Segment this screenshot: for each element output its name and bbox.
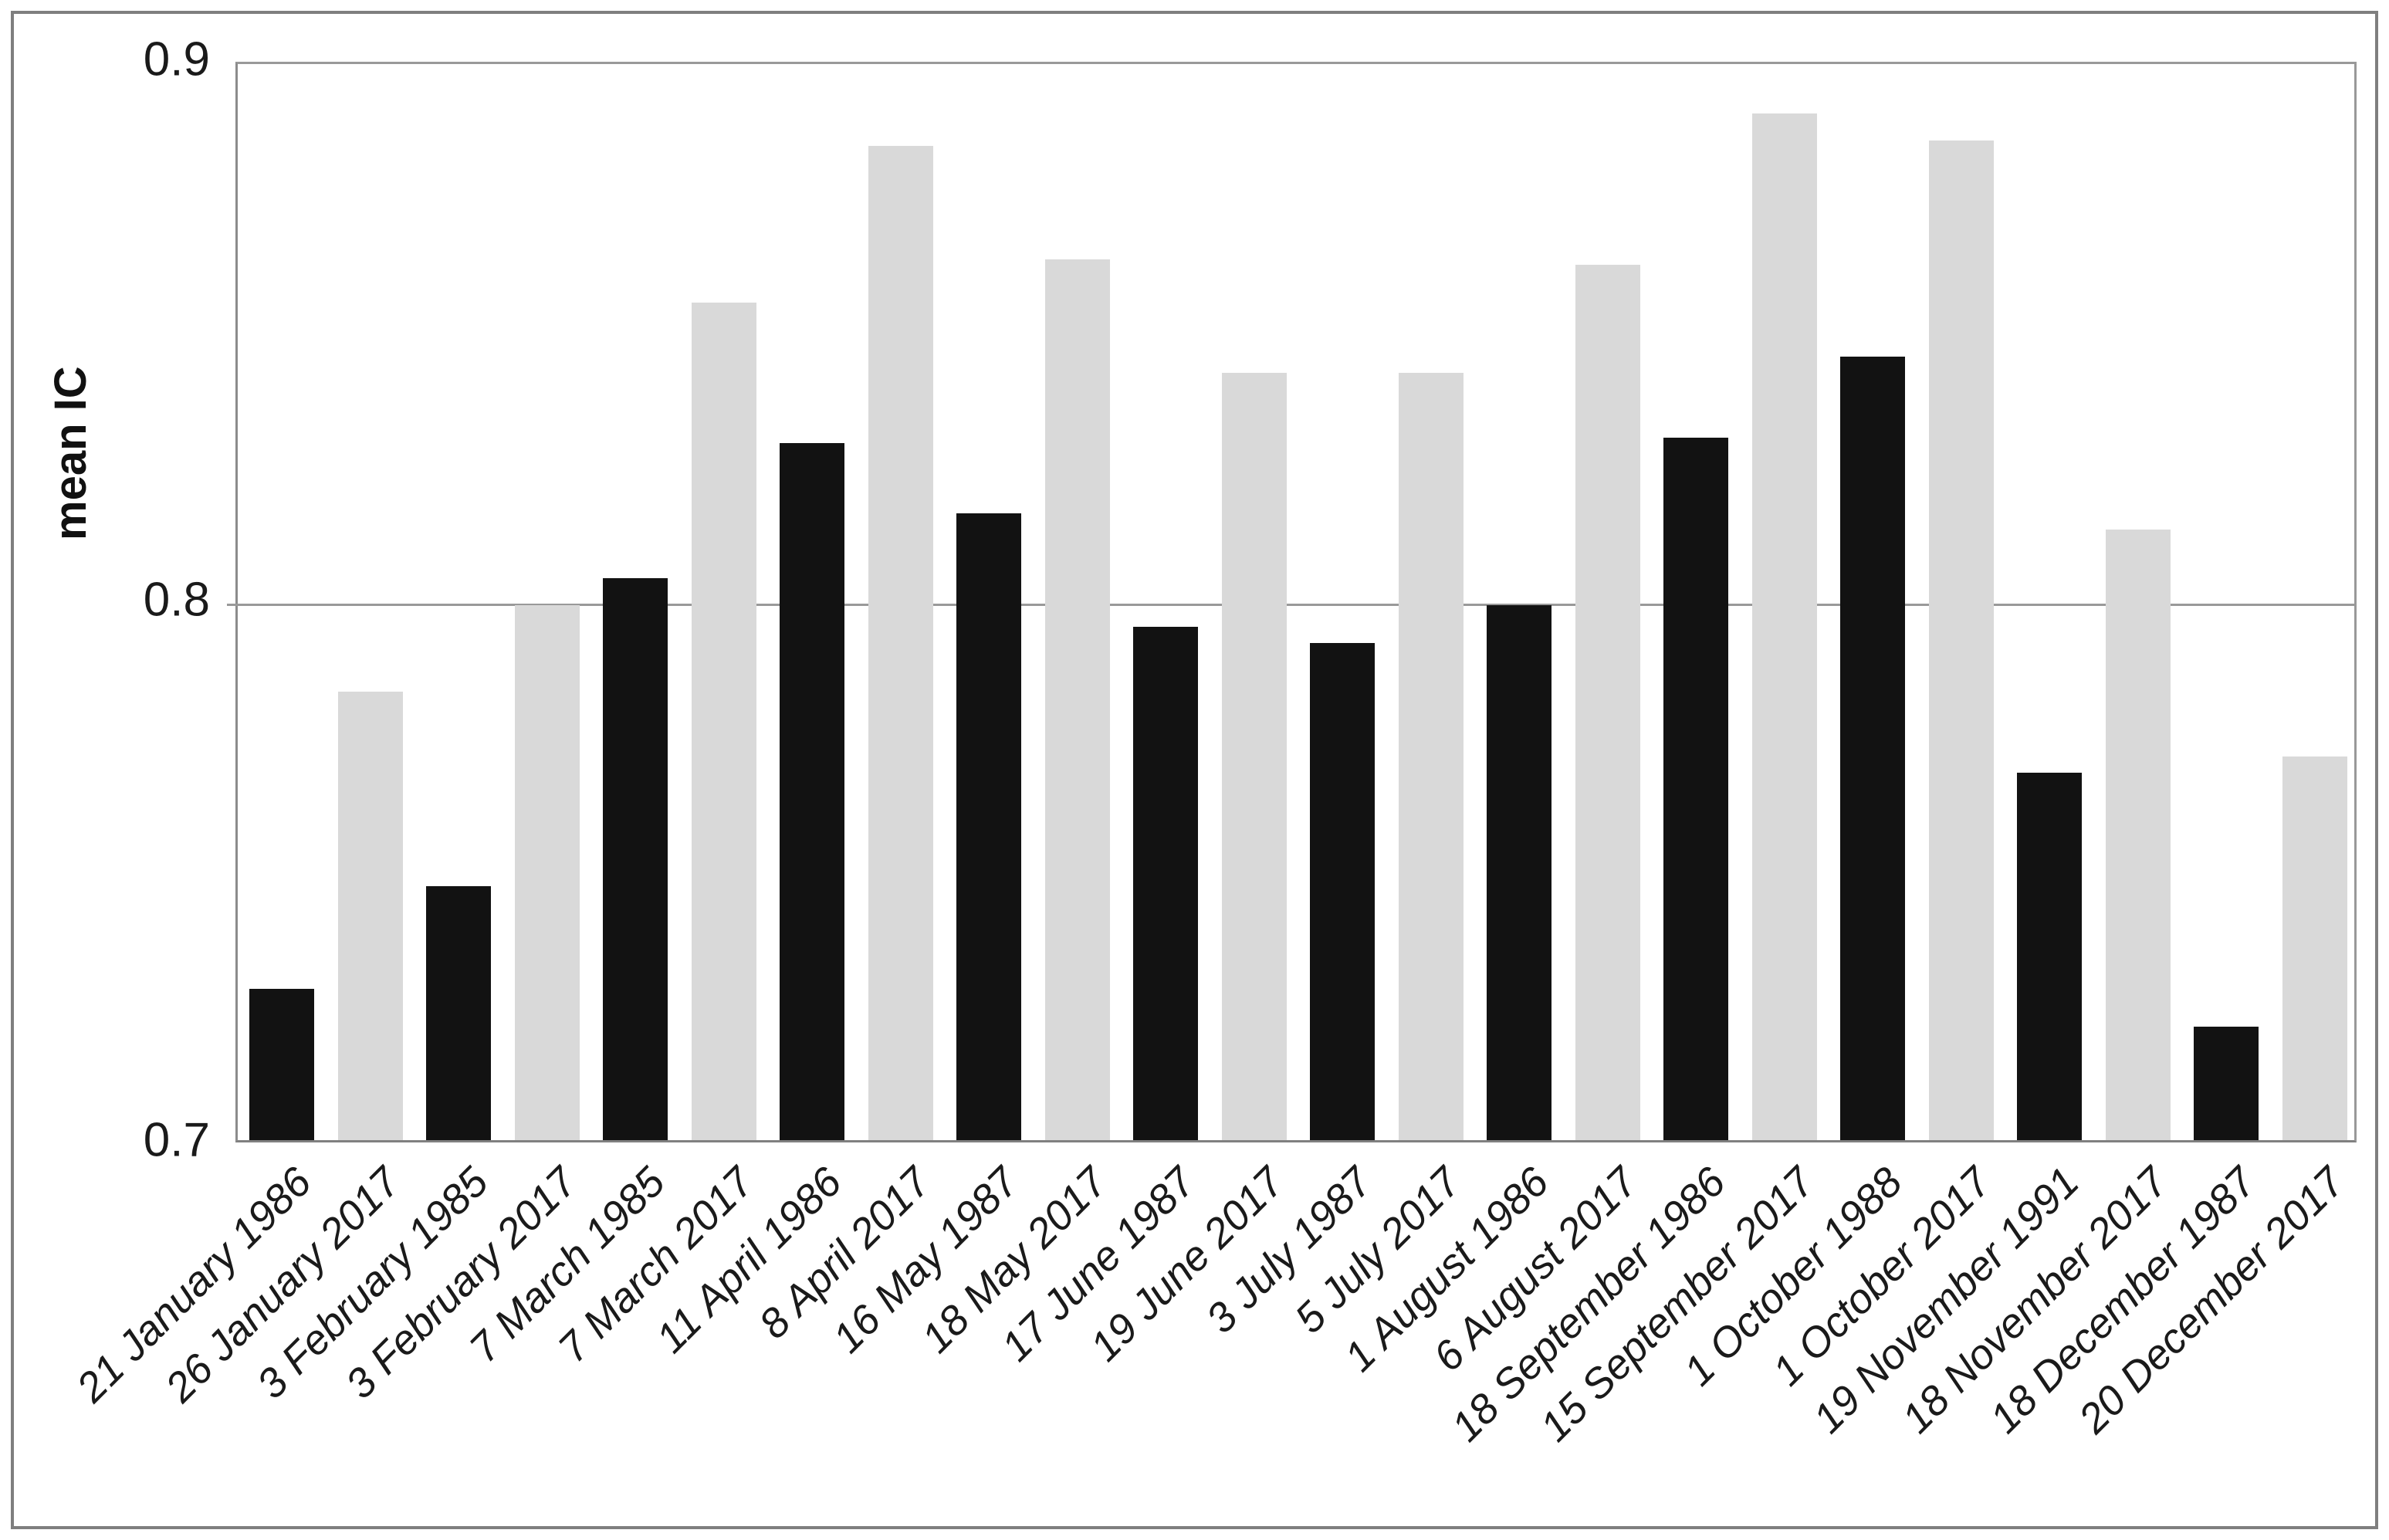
y-tick-0.8: 0.8 — [143, 573, 210, 627]
bar-17-june-1987 — [1133, 627, 1199, 1140]
gridline-0.8 — [227, 604, 2354, 606]
bar-18-december-1987 — [2194, 1027, 2259, 1140]
y-tick-0.9: 0.9 — [143, 32, 210, 86]
bar-19-june-2017 — [1221, 373, 1287, 1140]
bar-3-february-2017 — [514, 605, 580, 1140]
bar-3-february-1985 — [426, 886, 492, 1140]
bar-1-august-1986 — [1487, 605, 1552, 1140]
bar-8-april-2017 — [868, 146, 933, 1140]
bar-18-may-2017 — [1044, 259, 1110, 1140]
bar-3-july-1987 — [1310, 643, 1376, 1140]
bar-18-november-2017 — [2105, 530, 2171, 1140]
plot-area — [227, 62, 2357, 1142]
bar-20-december-2017 — [2282, 756, 2347, 1140]
y-tick-0.7: 0.7 — [143, 1113, 210, 1167]
bar-1-october-1988 — [1840, 357, 1906, 1140]
bar-21-january-1986 — [249, 989, 315, 1140]
bar-6-august-2017 — [1575, 265, 1640, 1140]
bar-7-march-2017 — [691, 303, 756, 1140]
bar-1-october-2017 — [1928, 140, 1994, 1140]
figure-border — [11, 11, 2378, 1529]
bar-19-november-1991 — [2017, 773, 2083, 1140]
bar-26-january-2017 — [337, 692, 403, 1140]
bar-16-may-1987 — [956, 513, 1022, 1140]
bar-18-september-1986 — [1663, 438, 1729, 1140]
bar-15-september-2017 — [1751, 113, 1817, 1140]
bar-5-july-2017 — [1398, 373, 1464, 1140]
bar-11-april-1986 — [780, 443, 845, 1140]
bar-7-march-1985 — [603, 578, 668, 1140]
